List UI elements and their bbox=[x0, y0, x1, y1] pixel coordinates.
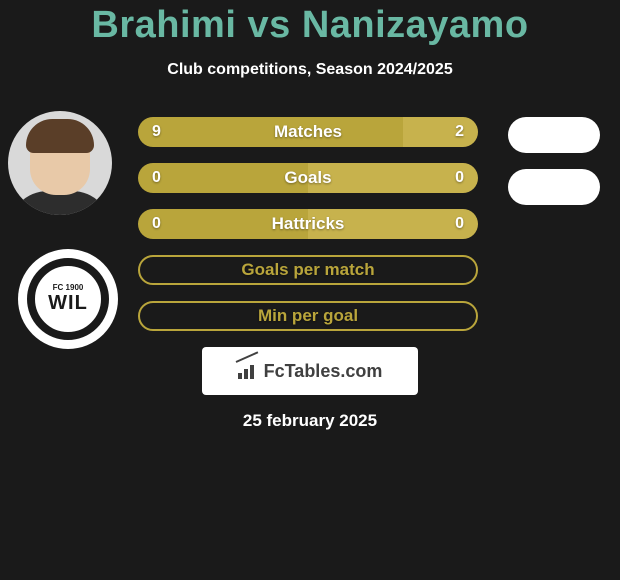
player-right-avatar-2 bbox=[508, 169, 600, 205]
player-right-avatar-1 bbox=[508, 117, 600, 153]
stat-left-value: 0 bbox=[152, 215, 161, 233]
stat-label: Min per goal bbox=[258, 306, 358, 326]
comparison-content: FC 1900 WIL 9 2 Matches 0 0 Goals 0 0 Hattricks G… bbox=[0, 117, 620, 431]
stat-label: Matches bbox=[274, 122, 342, 142]
title-vs: vs bbox=[247, 4, 290, 46]
stat-bar: 0 0 Hattricks bbox=[138, 209, 478, 239]
stat-right-value: 0 bbox=[455, 215, 464, 233]
stat-bar: Min per goal bbox=[138, 301, 478, 331]
stat-label: Goals bbox=[284, 168, 331, 188]
stat-bar: Goals per match bbox=[138, 255, 478, 285]
stat-bars: 9 2 Matches 0 0 Goals 0 0 Hattricks Goals per mat… bbox=[138, 117, 478, 331]
page-title: Brahimi vs Nanizayamo bbox=[0, 0, 620, 47]
logo-text: FcTables.com bbox=[264, 361, 383, 382]
chart-icon bbox=[238, 363, 258, 379]
title-right: Nanizayamo bbox=[302, 4, 529, 46]
stat-label: Goals per match bbox=[241, 260, 374, 280]
title-left: Brahimi bbox=[91, 4, 236, 46]
club-badge: FC 1900 WIL bbox=[18, 249, 118, 349]
subtitle: Club competitions, Season 2024/2025 bbox=[0, 61, 620, 79]
stat-left-value: 0 bbox=[152, 169, 161, 187]
player-left-avatar bbox=[8, 111, 112, 215]
stat-label: Hattricks bbox=[272, 214, 345, 234]
club-text-bottom: WIL bbox=[48, 292, 88, 315]
date-text: 25 february 2025 bbox=[0, 411, 620, 431]
stat-left-value: 9 bbox=[152, 123, 161, 141]
source-logo: FcTables.com bbox=[202, 347, 418, 395]
club-text-top: FC 1900 bbox=[53, 283, 84, 292]
stat-right-value: 0 bbox=[455, 169, 464, 187]
stat-right-value: 2 bbox=[455, 123, 464, 141]
stat-bar: 9 2 Matches bbox=[138, 117, 478, 147]
stat-bar: 0 0 Goals bbox=[138, 163, 478, 193]
club-ring-icon: FC 1900 WIL bbox=[27, 258, 109, 340]
